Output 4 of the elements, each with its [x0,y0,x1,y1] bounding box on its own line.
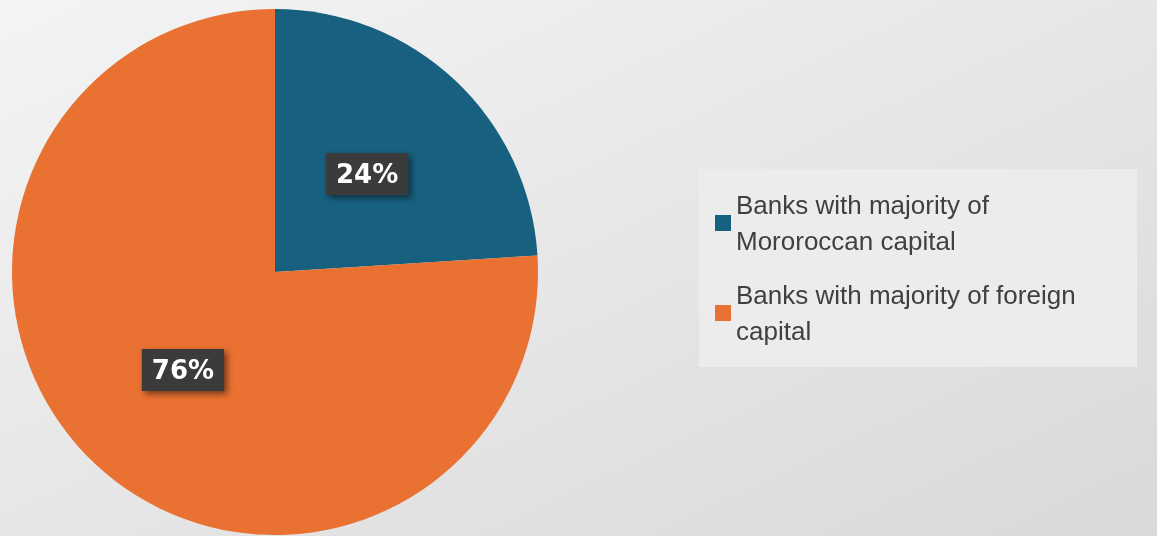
legend-label: Banks with majority of foreign capital [736,280,1083,346]
data-label: 76% [151,355,215,386]
legend-label: Banks with majority of Mororoccan capital [736,190,997,256]
data-label: 24% [335,158,399,189]
